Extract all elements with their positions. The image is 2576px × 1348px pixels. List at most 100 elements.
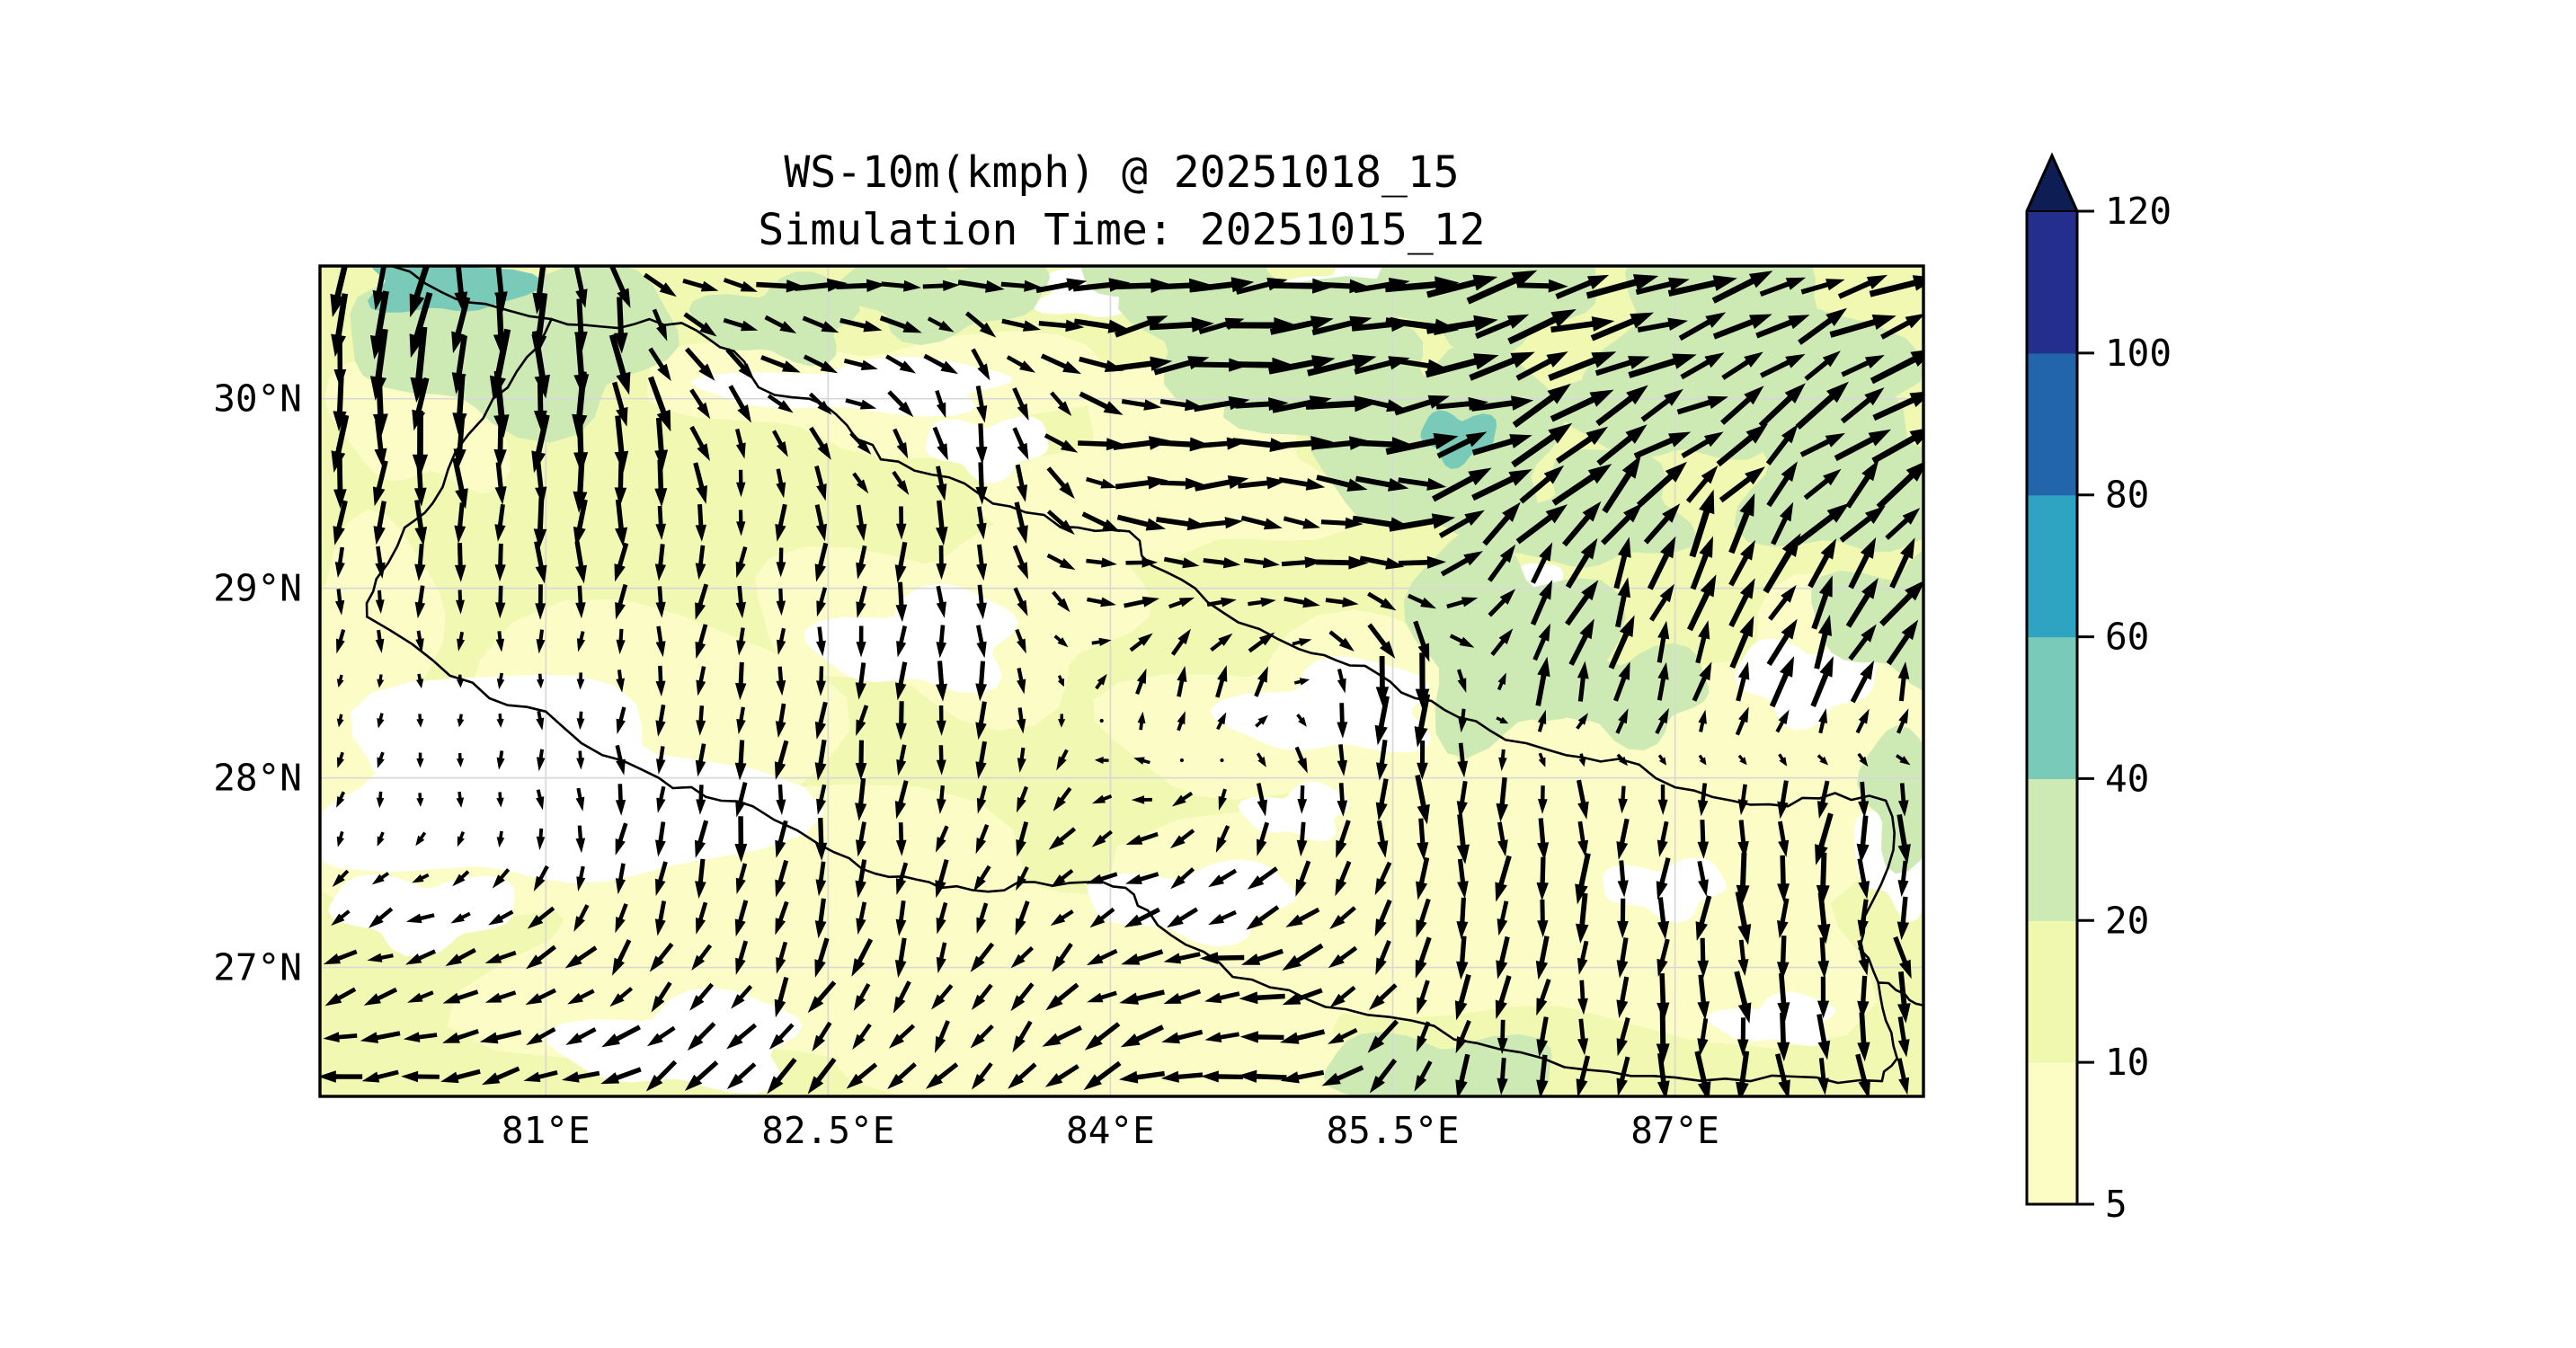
wind-arrow [1728,492,1755,554]
wind-arrow [1121,949,1164,965]
wind-arrow [1241,948,1284,965]
wind-arrow [1858,781,1870,818]
wind-arrow [684,1060,719,1091]
wind-arrow [649,942,674,972]
wind-arrow [1689,489,1715,558]
wind-arrow [1737,784,1748,816]
wind-arrow [494,266,508,312]
wind-arrow [1329,985,1356,1008]
wind-arrow [1795,381,1849,430]
wind-arrow [643,272,677,297]
wind-arrow [330,266,348,317]
wind-arrow [531,414,550,474]
wind-arrow [1335,860,1352,897]
wind-arrow [575,787,585,811]
wind-arrow [1374,696,1390,746]
wind-arrow [1872,391,1923,421]
wind-arrow [1616,937,1629,979]
wind-arrow [484,950,517,963]
wind-arrow [655,861,668,896]
wind-arrow [1482,501,1521,546]
wind-arrow [1857,939,1870,976]
wind-arrow [1416,898,1431,938]
wind-arrow [1416,856,1430,900]
wind-arrow [735,546,748,579]
wind-arrow [646,1025,676,1047]
wind-arrow [537,749,546,772]
wind-arrow [1198,317,1245,334]
wind-arrow [887,390,914,418]
wind-arrow [496,672,505,689]
wind-arrow [1089,907,1115,928]
wind-arrow [735,585,746,619]
wind-arrow [893,980,911,1014]
wind-arrow [496,750,505,770]
wind-arrow [401,1070,440,1083]
wind-arrow [1295,860,1311,897]
wind-arrow [576,865,586,891]
wind-arrow [1519,465,1565,504]
x-tick-label: 84°E [1066,1109,1155,1152]
wind-arrow [1235,278,1288,295]
wind-arrow [1297,785,1308,814]
wind-arrow [1578,753,1586,767]
wind-arrow [576,750,585,770]
wind-arrow [1697,1018,1709,1056]
wind-arrow [565,1027,597,1045]
wind-arrow [895,581,908,623]
wind-arrow [895,862,909,895]
wind-arrow [1337,703,1348,739]
wind-arrow [776,468,786,499]
wind-arrow [975,423,988,465]
wind-arrow [695,624,708,660]
wind-arrow [1531,542,1553,584]
wind-arrow [1595,385,1648,427]
wind-arrow [1455,1053,1470,1096]
wind-arrow [533,865,549,891]
wind-arrow [656,785,666,813]
wind-arrow [1551,464,1612,506]
wind-arrow [734,740,747,781]
wind-arrow [934,1020,950,1053]
wind-arrow [777,627,786,655]
wind-arrow [1594,356,1650,377]
wind-arrow [896,744,907,776]
wind-arrow [1577,779,1589,820]
wind-arrow [1119,989,1165,1005]
wind-arrow [457,831,465,847]
wind-arrow [452,374,467,435]
wind-arrow [1416,1021,1431,1052]
wind-arrow [1694,1051,1711,1096]
wind-arrow [1616,753,1629,767]
wind-arrow [814,701,828,740]
wind-arrow [1293,678,1310,686]
wind-arrow [1283,516,1320,529]
map-frame [318,264,1925,1098]
wind-arrow [1307,354,1377,377]
wind-arrow [1440,551,1483,577]
wind-arrow [936,545,947,581]
wind-arrow [1897,661,1910,702]
wind-arrow [1616,818,1630,860]
x-tick-label: 85.5°E [1326,1109,1459,1152]
wind-arrow [1012,387,1029,421]
wind-arrow [332,869,350,887]
wind-arrow [615,583,628,620]
wind-arrow [1777,936,1790,980]
wind-arrow [1087,597,1116,607]
wind-arrow [723,317,759,332]
x-tick-label: 82.5°E [761,1109,894,1152]
wind-arrow [1161,1029,1204,1044]
wind-arrow [1568,618,1594,666]
wind-arrow [856,901,867,936]
wind-arrow [1169,829,1195,849]
wind-arrow [726,1023,757,1050]
wind-arrow [1657,620,1670,663]
x-tick-label: 81°E [502,1109,591,1152]
wind-arrow [1246,905,1280,930]
wind-arrow [1697,860,1709,897]
wind-arrow [616,706,626,734]
wind-arrow [695,858,706,900]
wind-arrow [735,782,748,818]
wind-arrow [1091,637,1112,646]
